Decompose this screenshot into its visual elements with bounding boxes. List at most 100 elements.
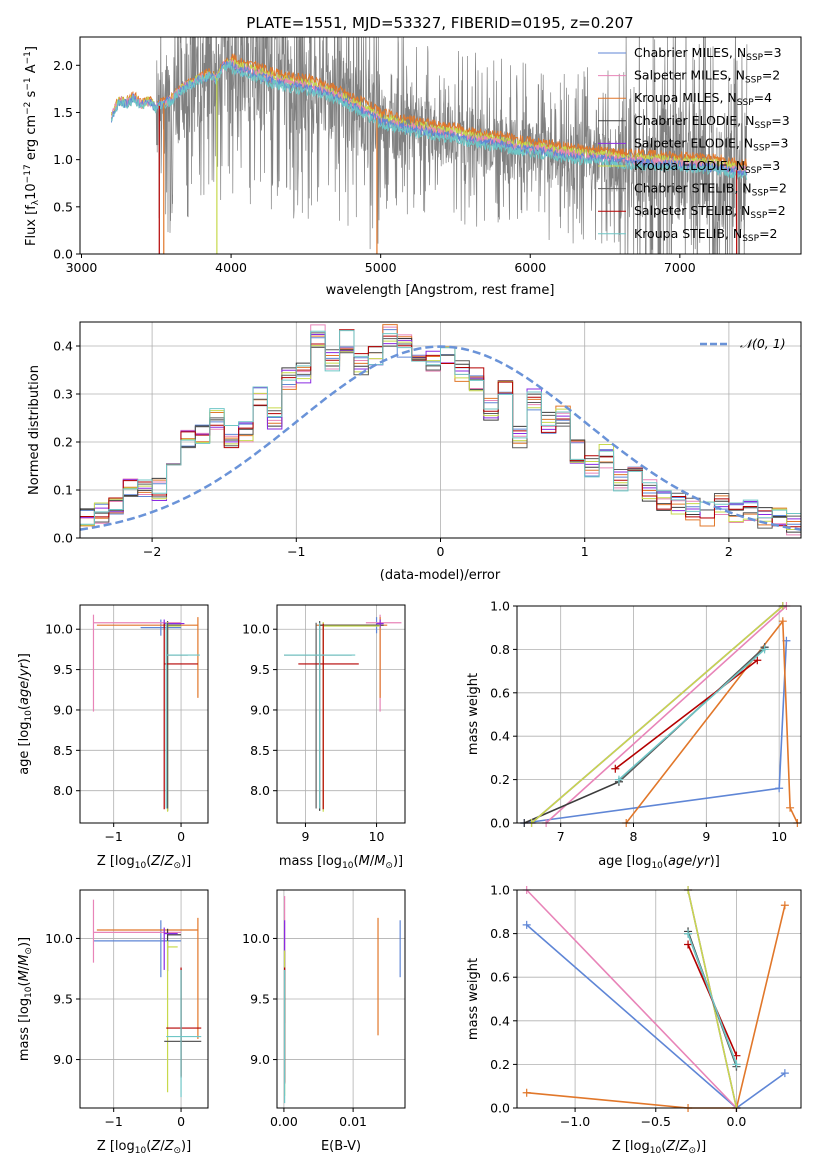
z_age-xtick-label: 0 — [177, 829, 185, 844]
z_weight-marker-chabrier_miles — [522, 920, 531, 929]
spectrum-ticks: 3000 4000 5000 6000 7000 0.0 0.5 1.0 1.5 2.0 — [53, 58, 696, 275]
age_weight-ytick-label: 0.0 — [490, 816, 510, 831]
age_weight-line-kroupa_elodie — [531, 605, 784, 824]
legend-label-kroupa_stelib: Kroupa STELIB, NSSP=2 — [634, 226, 778, 244]
mass_age-xtick-label: 10 — [369, 829, 385, 844]
mass_age-ytick-label: 9.0 — [250, 702, 270, 717]
z_age-ytick-label: 9.0 — [53, 702, 73, 717]
z_weight-xtick-label: 0.0 — [727, 1114, 747, 1129]
legend-label-kroupa_miles: Kroupa MILES, NSSP=4 — [634, 90, 772, 108]
age-weight-xlabel: age [log10(age/yr)] — [598, 854, 720, 871]
mass_age-ytick-label: 9.5 — [250, 662, 270, 677]
z_weight-ytick-label: 0.8 — [490, 926, 510, 941]
spectrum-xtick-label: 7000 — [664, 260, 696, 275]
age-weight-ylabel: mass weight — [466, 673, 481, 755]
age_weight-line-salpeter_stelib — [614, 659, 758, 770]
histogram-xtick-label: −1 — [287, 544, 305, 559]
age_weight-marker-kroupa_miles — [786, 803, 795, 812]
ebv-mass-xlabel: E(B-V) — [321, 1139, 361, 1154]
mass-age-plot: 9 10 8.0 8.5 9.0 9.5 10.0 mass [log10(M/M⊙)] — [242, 604, 406, 871]
spectrum-ytick-label: 0.5 — [53, 199, 73, 214]
legend-label-chabrier_stelib: Chabrier STELIB, NSSP=2 — [634, 181, 787, 199]
age_weight-line-kroupa_stelib — [618, 648, 766, 781]
z_weight-ytick-label: 0.6 — [490, 970, 510, 985]
z_mass-ytick-label: 10.0 — [45, 931, 73, 946]
z-mass-ylabel: mass [log10(M/M⊙)] — [17, 937, 34, 1061]
spectrum-ytick-label: 2.0 — [53, 58, 73, 73]
z-weight-plot: −1.0 −0.5 0.0 0.0 0.2 0.4 0.6 0.8 1.0 Z [log10(Z… — [466, 883, 802, 1156]
histogram-ytick-label: 0.2 — [53, 435, 73, 450]
histogram-xlabel: (data-model)/error — [380, 568, 501, 583]
z-age-ylabel: age [log10(age/yr)] — [17, 653, 34, 775]
ebv-mass-plot: 0.00 0.01 9.0 9.5 10.0 E(B-V) — [242, 889, 406, 1154]
z_mass-ytick-label: 9.0 — [53, 1052, 73, 1067]
spectrum-plot: PLATE=1551, MJD=53327, FIBERID=0195, z=0… — [23, 14, 802, 298]
z_weight-line-salpeter_miles — [526, 889, 738, 1109]
age_weight-marker-kroupa_stelib — [614, 775, 623, 784]
z_mass-xtick-label: 0 — [177, 1114, 185, 1129]
age_weight-xtick-label: 8 — [630, 829, 638, 844]
spectrum-xtick-label: 5000 — [365, 260, 397, 275]
z_age-ytick-label: 9.5 — [53, 662, 73, 677]
z-weight-ticks: −1.0 −0.5 0.0 0.0 0.2 0.4 0.6 0.8 1.0 — [490, 883, 746, 1130]
spectrum-ylabel: Flux [fλ10−17 erg cm−2 s−1 A−1] — [23, 46, 41, 246]
age-weight-plot: 7 8 9 10 0.0 0.2 0.4 0.6 0.8 1.0 age [log10(age/y… — [466, 599, 802, 871]
ebv_mass-ytick-label: 9.0 — [250, 1052, 270, 1067]
legend-label-chabrier_elodie: Chabrier ELODIE, NSSP=3 — [634, 113, 790, 131]
z_age-ytick-label: 10.0 — [45, 622, 73, 637]
spectrum-xtick-label: 6000 — [514, 260, 546, 275]
spectrum-title: PLATE=1551, MJD=53327, FIBERID=0195, z=0… — [246, 14, 633, 32]
spectrum-xtick-label: 4000 — [215, 260, 247, 275]
age-weight-axes-frame — [516, 605, 802, 824]
spectrum-data-lines — [110, 37, 748, 254]
histogram-ticks: −2 −1 0 1 2 0.0 0.1 0.2 0.3 0.4 — [53, 339, 733, 560]
age_weight-marker-kroupa_stelib — [760, 645, 769, 654]
histogram-xtick-label: 2 — [725, 544, 733, 559]
residual-histogram: −2 −1 0 1 2 0.0 0.1 0.2 0.3 0.4 (data-model)/erro… — [27, 321, 802, 583]
histogram-ylabel: Normed distribution — [27, 365, 42, 495]
z_weight-marker-salpeter_stelib — [684, 940, 693, 949]
z-age-xlabel: Z [log10(Z/Z⊙)] — [97, 854, 191, 871]
z_weight-marker-kroupa_stelib — [732, 1060, 741, 1069]
age_weight-ytick-label: 0.2 — [490, 772, 510, 787]
mass_age-ytick-label: 8.5 — [250, 743, 270, 758]
mass-age-axes-frame — [276, 604, 406, 824]
mass-age-xlabel: mass [log10(M/M⊙)] — [279, 854, 403, 871]
mass_age-xtick-label: 9 — [301, 829, 309, 844]
ebv-mass-ticks: 0.00 0.01 9.0 9.5 10.0 — [242, 931, 367, 1129]
histogram-ytick-label: 0.0 — [53, 531, 73, 546]
mass_age-ytick-label: 10.0 — [242, 622, 270, 637]
z_weight-marker-kroupa_stelib — [684, 929, 693, 938]
z_weight-marker-chabrier_miles — [780, 1069, 789, 1078]
legend-label-chabrier_miles: Chabrier MILES, NSSP=3 — [634, 45, 782, 63]
age_weight-ytick-label: 0.4 — [490, 729, 510, 744]
z-weight-axes-frame — [516, 889, 802, 1109]
z_weight-ytick-label: 0.2 — [490, 1057, 510, 1072]
z-mass-plot: −1 0 9.0 9.5 10.0 Z [log10(Z/Z⊙)] mass [log1… — [17, 889, 209, 1156]
spectrum-legend: Chabrier MILES, NSSP=3 Salpeter MILES, NS… — [598, 45, 790, 244]
z_weight-ytick-label: 0.4 — [490, 1013, 510, 1028]
z-mass-xlabel: Z [log10(Z/Z⊙)] — [97, 1139, 191, 1156]
normal-legend-label: 𝒩(0, 1) — [740, 336, 786, 351]
z-age-plot: −1 0 8.0 8.5 9.0 9.5 10.0 Z [log10(Z/Z⊙)] age … — [17, 604, 209, 871]
spectrum-ytick-label: 1.0 — [53, 152, 73, 167]
age_weight-xtick-label: 7 — [557, 829, 565, 844]
z-weight-ylabel: mass weight — [466, 958, 481, 1040]
ebv_mass-ytick-label: 10.0 — [242, 931, 270, 946]
age_weight-ytick-label: 0.6 — [490, 685, 510, 700]
z_age-ytick-label: 8.0 — [53, 783, 73, 798]
model-spectrum-kroupa_stelib — [110, 59, 748, 180]
spectrum-series-group — [110, 37, 748, 254]
age-weight-ticks: 7 8 9 10 0.0 0.2 0.4 0.6 0.8 1.0 — [490, 599, 787, 845]
ebv_mass-xtick-label: 0.00 — [270, 1114, 298, 1129]
histogram-step-kroupa_stelib — [80, 330, 801, 525]
normal-curve — [79, 345, 802, 531]
z_weight-line-kroupa_stelib — [687, 933, 738, 1065]
histogram-series-group — [80, 324, 801, 536]
z-mass-ticks: −1 0 9.0 9.5 10.0 — [45, 931, 185, 1129]
z-mass-errorbars — [80, 890, 208, 1108]
spectrum-xtick-label: 3000 — [66, 260, 98, 275]
histogram-xtick-label: 1 — [581, 544, 589, 559]
spectrum-xlabel: wavelength [Angstrom, rest frame] — [326, 283, 555, 298]
